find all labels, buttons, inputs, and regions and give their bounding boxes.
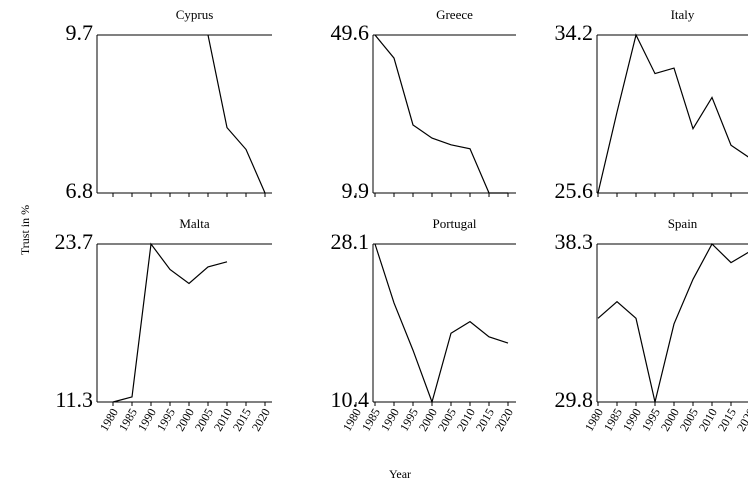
x-tick-label: 2005 (677, 406, 701, 434)
y-tick-label: 38.3 (555, 229, 594, 254)
series-line (374, 34, 508, 194)
x-tick-label: 1990 (378, 406, 402, 434)
x-tick-label: 2000 (658, 406, 682, 434)
y-tick-label: 11.3 (55, 387, 93, 412)
y-tick-label: 6.8 (66, 178, 94, 203)
panel-title: Spain (668, 216, 698, 231)
x-tick-label: 2010 (454, 406, 478, 434)
panel-title: Greece (436, 7, 473, 22)
x-tick-label: 2000 (416, 406, 440, 434)
series-line (597, 33, 748, 194)
x-axis-label: Year (389, 467, 411, 481)
x-tick-label: 2010 (211, 406, 235, 434)
y-tick-label: 9.9 (342, 178, 370, 203)
x-tick-label: 2020 (734, 406, 748, 434)
x-tick-label: 1985 (601, 406, 625, 434)
y-tick-label: 28.1 (331, 229, 370, 254)
x-tick-label: 2000 (173, 406, 197, 434)
y-tick-label: 34.2 (555, 20, 594, 45)
y-tick-label: 29.8 (555, 387, 594, 412)
panel-title: Malta (179, 216, 210, 231)
x-tick-label: 2020 (249, 406, 273, 434)
x-tick-label: 2015 (230, 406, 254, 434)
panel-title: Italy (671, 7, 695, 22)
y-tick-label: 23.7 (55, 229, 94, 254)
panel-title: Portugal (432, 216, 476, 231)
y-axis-label: Trust in % (18, 205, 32, 255)
panel-title: Cyprus (176, 7, 214, 22)
x-tick-label: 2005 (192, 406, 216, 434)
x-tick-label: 2015 (715, 406, 739, 434)
y-tick-label: 25.6 (555, 178, 594, 203)
x-tick-label: 2010 (696, 406, 720, 434)
y-tick-label: 10.4 (331, 387, 370, 412)
x-tick-label: 2020 (492, 406, 516, 434)
series-line (597, 243, 748, 403)
x-tick-label: 1980 (97, 406, 121, 434)
x-tick-label: 2015 (473, 406, 497, 434)
x-tick-label: 1990 (135, 406, 159, 434)
series-line (207, 34, 266, 194)
y-tick-label: 9.7 (66, 20, 94, 45)
series-line (374, 243, 509, 404)
series-line (112, 242, 228, 403)
x-tick-label: 1985 (116, 406, 140, 434)
x-tick-label: 1990 (620, 406, 644, 434)
x-tick-label: 2005 (435, 406, 459, 434)
x-tick-label: 1995 (397, 406, 421, 434)
x-tick-label: 1995 (639, 406, 663, 434)
x-tick-label: 1995 (154, 406, 178, 434)
y-tick-label: 49.6 (331, 20, 370, 45)
